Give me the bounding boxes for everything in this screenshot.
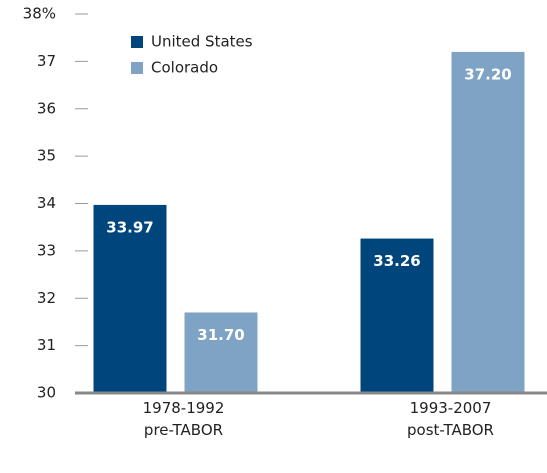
legend-swatch <box>131 36 143 48</box>
y-tick-label: 33 <box>37 241 56 259</box>
bar <box>451 51 525 394</box>
y-tick-label: 34 <box>37 194 56 212</box>
y-tick-label: 37 <box>37 52 56 70</box>
value-label: 33.97 <box>106 218 153 236</box>
legend-label: United States <box>151 33 253 51</box>
x-tick-label: 1978-1992 pre-TABOR <box>142 399 225 439</box>
bar <box>184 312 258 393</box>
legend-swatch <box>131 62 143 74</box>
x-tick-label: 1993-2007 post-TABOR <box>407 399 494 439</box>
bar <box>360 238 434 393</box>
bar <box>93 204 167 393</box>
legend-label: Colorado <box>151 59 218 77</box>
y-tick-label: 35 <box>37 147 56 165</box>
y-tick-label: 30 <box>37 384 56 402</box>
y-tick-label: 38% <box>23 5 56 23</box>
value-label: 37.20 <box>464 65 511 83</box>
y-tick-label: 31 <box>37 336 56 354</box>
value-label: 33.26 <box>373 252 420 270</box>
y-tick-label: 36 <box>37 99 56 117</box>
value-label: 31.70 <box>197 326 244 344</box>
y-tick-label: 32 <box>37 289 56 307</box>
